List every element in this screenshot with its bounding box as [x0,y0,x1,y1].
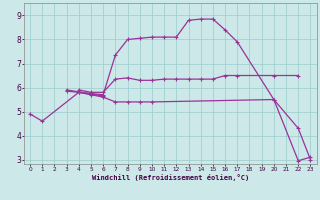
X-axis label: Windchill (Refroidissement éolien,°C): Windchill (Refroidissement éolien,°C) [92,174,249,181]
